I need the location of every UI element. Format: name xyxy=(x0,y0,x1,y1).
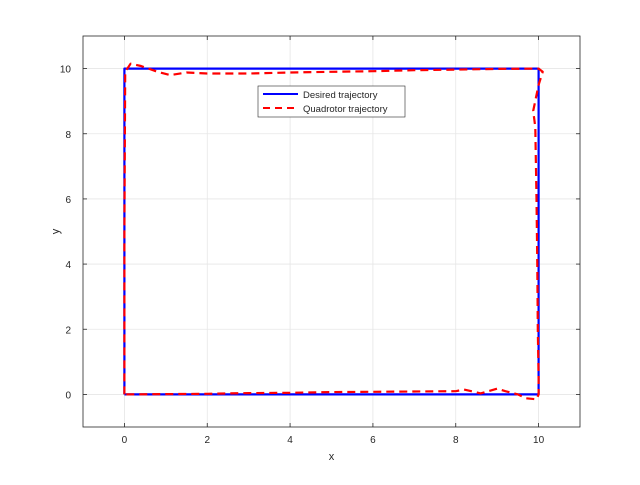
x-tick-label: 0 xyxy=(122,435,128,446)
x-tick-label: 4 xyxy=(287,435,293,446)
axes-frame xyxy=(82,35,581,428)
y-tick-label: 6 xyxy=(65,195,71,206)
y-tick-label: 4 xyxy=(65,260,71,271)
y-tick-label: 0 xyxy=(65,390,71,401)
x-tick-label: 10 xyxy=(533,435,545,446)
desired-trajectory-line xyxy=(123,67,540,396)
series-layer xyxy=(123,62,544,401)
y-tick-label: 2 xyxy=(65,325,71,336)
legend-label-desired: Desired trajectory xyxy=(303,90,378,101)
x-tick-label: 6 xyxy=(370,435,376,446)
y-axis-label: y xyxy=(50,228,62,234)
y-tick-label: 8 xyxy=(65,130,71,141)
legend: Desired trajectory Quadrotor trajectory xyxy=(257,85,406,118)
x-axis-label: x xyxy=(329,451,335,463)
ticks: 0 2 4 6 8 10 0 2 4 6 8 10 xyxy=(60,36,580,446)
y-tick-label: 10 xyxy=(60,65,72,76)
legend-box xyxy=(257,85,406,118)
x-tick-label: 8 xyxy=(453,435,459,446)
x-tick-label: 2 xyxy=(204,435,210,446)
legend-label-quadrotor: Quadrotor trajectory xyxy=(303,104,388,115)
